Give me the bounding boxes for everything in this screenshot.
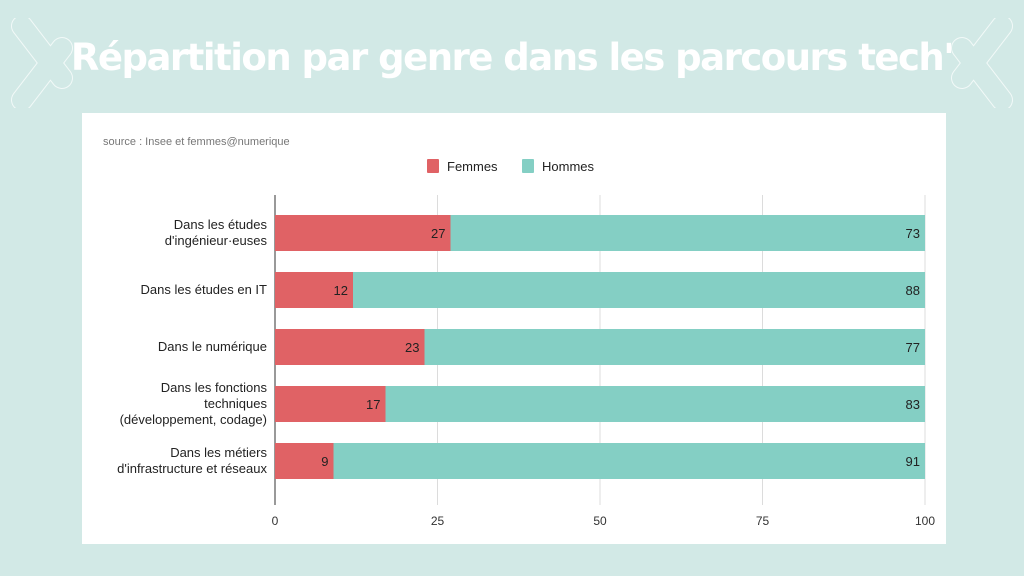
data-label-hommes: 83	[906, 397, 920, 412]
category-label: Dans les métiers	[170, 445, 267, 460]
x-tick-label: 100	[915, 514, 935, 528]
data-label-hommes: 88	[906, 283, 920, 298]
data-label-femmes: 27	[431, 226, 445, 241]
x-tick-label: 50	[593, 514, 607, 528]
x-tick-label: 75	[756, 514, 770, 528]
data-label-hommes: 91	[906, 454, 920, 469]
legend-swatch-hommes	[522, 159, 534, 173]
bar-femmes	[275, 272, 353, 308]
source-note: source : Insee et femmes@numerique	[103, 136, 290, 148]
data-label-femmes: 17	[366, 397, 380, 412]
bar-hommes	[333, 443, 925, 479]
bar-femmes	[275, 443, 334, 479]
stacked-bar-chart: 0 25 50 75 100 Femmes Hommes 27 73 Dans les étude…	[117, 159, 935, 528]
x-tick-label: 0	[272, 514, 279, 528]
bar-hommes	[353, 272, 925, 308]
category-label: Dans les études en IT	[141, 282, 268, 297]
chart-card: source : Insee et femmes@numerique 0 25 50…	[82, 113, 946, 544]
legend-label-hommes: Hommes	[542, 159, 595, 174]
bar-hommes	[450, 215, 925, 251]
data-label-femmes: 23	[405, 340, 419, 355]
category-label: techniques	[204, 396, 267, 411]
category-label: (développement, codage)	[120, 412, 267, 427]
legend-swatch-femmes	[427, 159, 439, 173]
bar-femmes	[275, 386, 386, 422]
x-tick-label: 25	[431, 514, 445, 528]
chevron-decoration-icon	[11, 18, 73, 108]
page-title: Répartition par genre dans les parcours …	[70, 36, 955, 79]
category-label: Dans le numérique	[158, 339, 267, 354]
bar-femmes	[275, 329, 425, 365]
data-label-hommes: 77	[906, 340, 920, 355]
category-label: d'infrastructure et réseaux	[117, 461, 267, 476]
legend-label-femmes: Femmes	[447, 159, 498, 174]
category-label: Dans les fonctions	[161, 380, 268, 395]
chevron-decoration-icon	[951, 18, 1013, 108]
category-label: Dans les études	[174, 217, 268, 232]
category-label: d'ingénieur·euses	[165, 233, 268, 248]
bar-hommes	[385, 386, 925, 422]
data-label-hommes: 73	[906, 226, 920, 241]
bar-hommes	[424, 329, 925, 365]
data-label-femmes: 9	[321, 454, 328, 469]
bar-femmes	[275, 215, 451, 251]
data-label-femmes: 12	[334, 283, 348, 298]
